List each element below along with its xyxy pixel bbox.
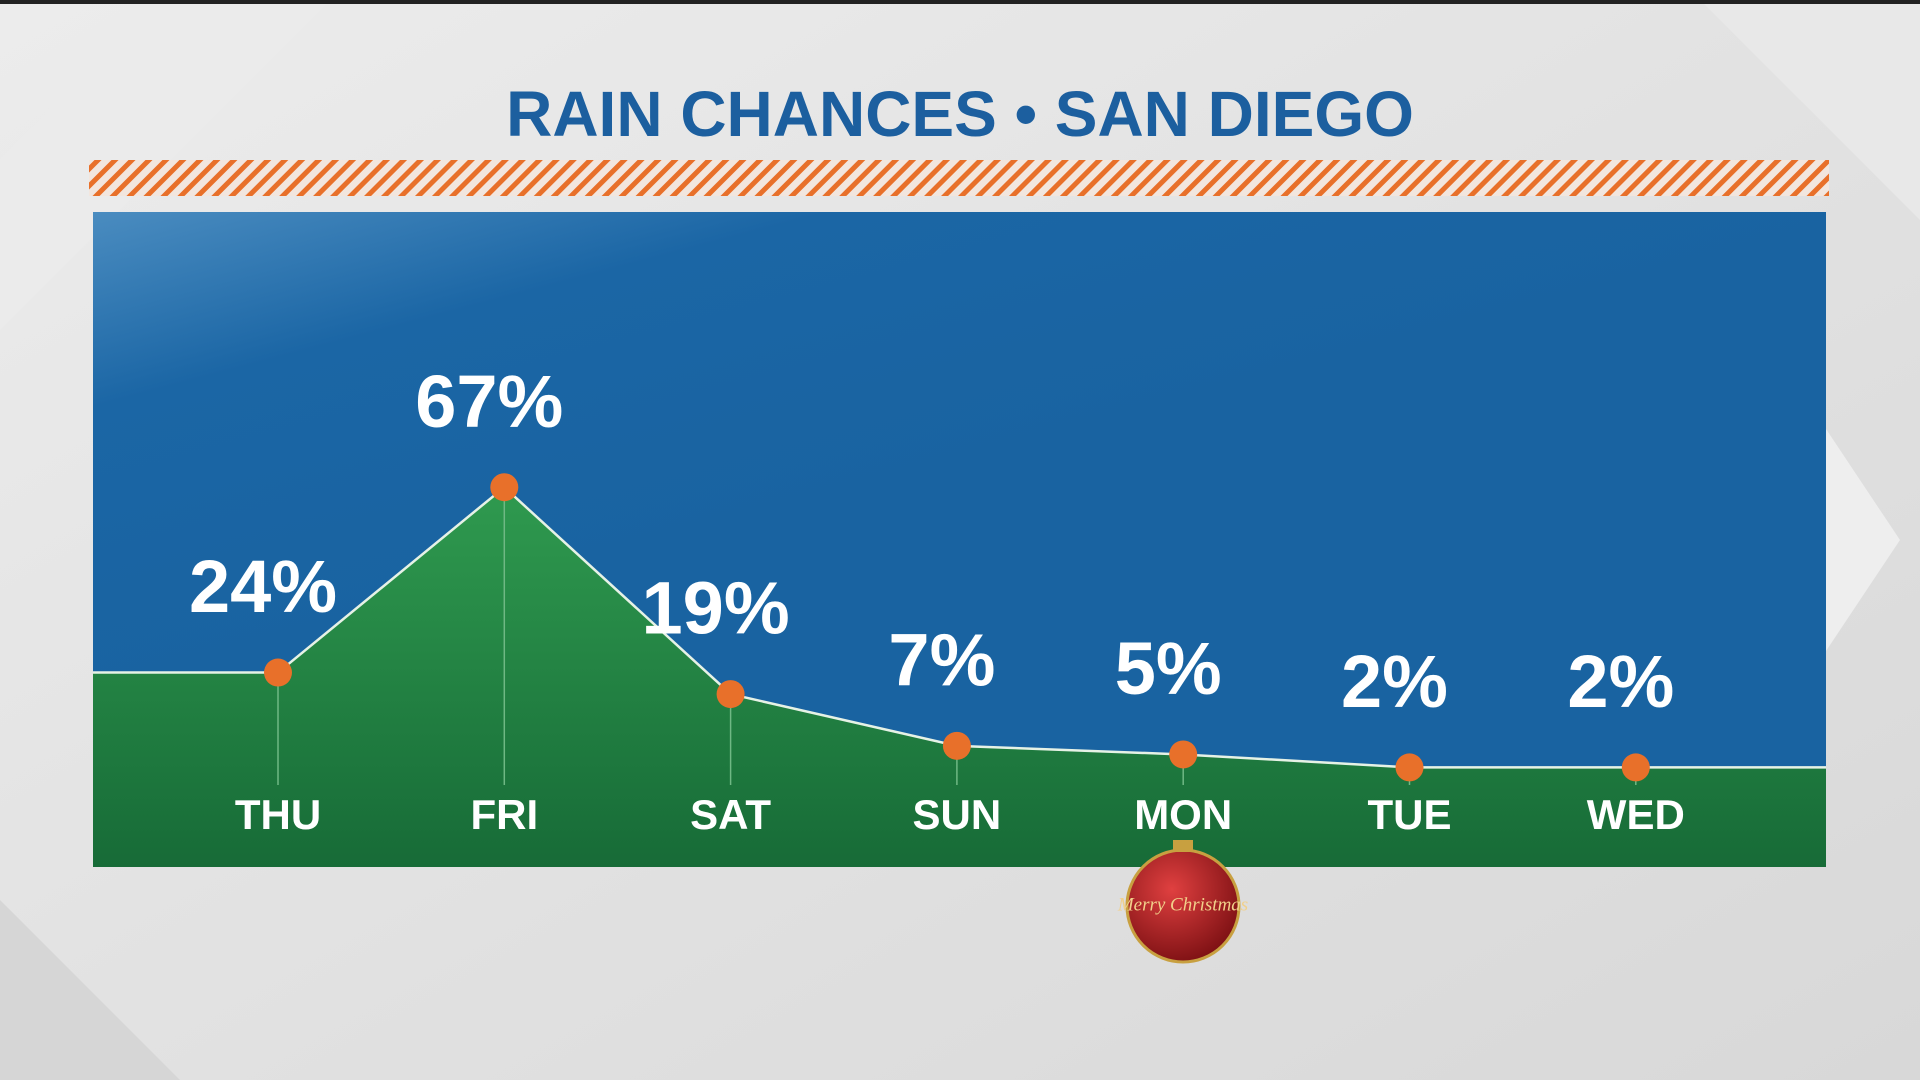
- value-label: 24%: [189, 545, 337, 628]
- point: [264, 658, 292, 687]
- ornament-text: Merry Christmas: [1117, 894, 1248, 915]
- x-tick-label: FRI: [470, 791, 538, 838]
- plot-area: 24% THU 67% FRI 19% SAT 7% SUN 5% MON 2% TUE 2% WED: [93, 360, 1826, 867]
- x-tick-label: THU: [235, 791, 321, 838]
- value-label: 7%: [888, 618, 995, 701]
- point: [942, 731, 971, 760]
- point: [1621, 753, 1650, 782]
- bg-shape: [1820, 420, 1900, 660]
- stripe-band: [89, 160, 1829, 196]
- ornament: Merry Christmas: [1117, 840, 1248, 964]
- ornament-cap: [1173, 840, 1193, 852]
- bg-shape: [1700, 0, 1920, 220]
- value-label: 2%: [1341, 640, 1448, 723]
- value-label: 5%: [1115, 627, 1222, 710]
- value-label: 2%: [1567, 640, 1674, 723]
- x-tick-label: WED: [1587, 791, 1685, 838]
- x-tick-label: TUE: [1368, 791, 1452, 838]
- top-bar: [0, 0, 1920, 4]
- point: [490, 473, 519, 502]
- value-label: 67%: [415, 360, 563, 443]
- chart-title: RAIN CHANCES • SAN DIEGO: [506, 78, 1414, 150]
- point: [1395, 753, 1424, 782]
- x-tick-label: SUN: [913, 791, 1002, 838]
- value-label: 19%: [642, 567, 790, 650]
- point: [716, 680, 745, 709]
- bg-shape: [0, 900, 180, 1080]
- point: [1169, 740, 1198, 769]
- area: [93, 487, 1826, 867]
- x-tick-label: SAT: [690, 791, 771, 838]
- x-tick-label: MON: [1134, 791, 1232, 838]
